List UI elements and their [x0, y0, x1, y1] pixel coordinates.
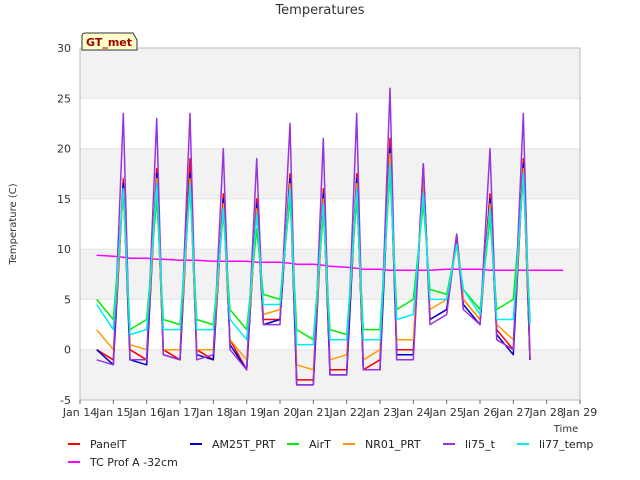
legend-label-am25t-prt: AM25T_PRT — [212, 438, 276, 451]
x-tick-label: Jan 27 — [495, 406, 530, 419]
x-tick-label: Jan 23 — [362, 406, 397, 419]
legend-label-airt: AirT — [309, 438, 331, 451]
legend-label-tc-prof-a-32cm: TC Prof A -32cm — [89, 456, 178, 469]
legend: PanelT TC Prof A -32cm AM25T_PRT AirT NR01_P… — [68, 438, 593, 469]
legend-label-li77-temp: li77_temp — [539, 438, 593, 451]
series-line-tc-prof-a-32cm — [96, 254, 564, 272]
gt-met-badge: GT_met — [81, 32, 138, 51]
x-tick-label: Jan 26 — [462, 406, 497, 419]
y-tick-label: 30 — [57, 42, 71, 55]
y-tick-label: 15 — [57, 193, 71, 206]
x-tick-label: Jan 17 — [162, 406, 197, 419]
legend-label-panelt: PanelT — [90, 438, 127, 451]
legend-label-li75-t: li75_t — [465, 438, 496, 451]
y-tick-label: -5 — [60, 394, 71, 407]
x-tick-label: Jan 16 — [128, 406, 163, 419]
y-axis-ticks: -5 0 5 10 15 20 25 30 — [57, 42, 71, 407]
x-tick-label: Jan 19 — [228, 406, 263, 419]
x-tick-label: Jan 28 — [528, 406, 563, 419]
grid-band — [80, 148, 580, 199]
plot-frame — [79, 47, 581, 401]
y-tick-label: 0 — [64, 344, 71, 357]
x-tick-label: Jan 25 — [428, 406, 463, 419]
y-tick-label: 5 — [64, 293, 71, 306]
x-tick-label: Jan 22 — [328, 406, 363, 419]
series-line-li77-temp — [96, 162, 531, 346]
grid-band — [80, 48, 580, 99]
x-tick-label: Jan 20 — [262, 406, 297, 419]
x-axis-label: Time — [553, 424, 578, 435]
x-tick-label: Jan 29 — [562, 406, 597, 419]
series-layer — [96, 87, 564, 386]
legend-label-nr01-prt: NR01_PRT — [365, 438, 421, 451]
y-tick-label: 20 — [57, 143, 71, 156]
badge-label: GT_met — [86, 36, 132, 49]
y-tick-label: 10 — [57, 243, 71, 256]
chart-title: Temperatures — [274, 3, 364, 18]
x-tick-label: Jan 21 — [295, 406, 330, 419]
y-axis-label: Temperature (C) — [8, 183, 19, 265]
x-tick-label: Jan 15 — [95, 406, 130, 419]
x-tick-label: Jan 24 — [395, 406, 430, 419]
x-tick-label: Jan 14 — [62, 406, 97, 419]
grid-band — [80, 249, 580, 300]
y-tick-label: 25 — [57, 92, 71, 105]
x-tick-label: Jan 18 — [195, 406, 230, 419]
